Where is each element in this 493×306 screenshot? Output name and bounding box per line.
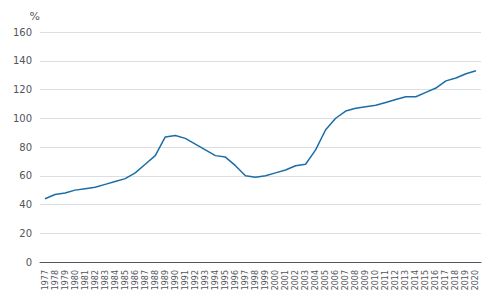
svg-text:80: 80 — [19, 142, 32, 153]
svg-text:2003: 2003 — [301, 270, 310, 290]
svg-text:40: 40 — [19, 199, 32, 210]
svg-text:2010: 2010 — [371, 270, 380, 290]
svg-text:1997: 1997 — [241, 270, 250, 290]
svg-text:120: 120 — [13, 84, 32, 95]
svg-text:1989: 1989 — [161, 270, 170, 290]
svg-text:100: 100 — [13, 113, 32, 124]
svg-text:1998: 1998 — [251, 270, 260, 290]
svg-text:1987: 1987 — [141, 270, 150, 290]
svg-text:2004: 2004 — [311, 270, 320, 290]
svg-text:2015: 2015 — [421, 270, 430, 290]
svg-text:0: 0 — [26, 257, 32, 268]
svg-text:1979: 1979 — [61, 270, 70, 290]
svg-text:1988: 1988 — [151, 270, 160, 290]
svg-text:1985: 1985 — [121, 270, 130, 290]
svg-text:1977: 1977 — [41, 270, 50, 290]
svg-text:2017: 2017 — [441, 270, 450, 290]
svg-text:2002: 2002 — [291, 270, 300, 290]
svg-text:2019: 2019 — [461, 270, 470, 290]
svg-text:2018: 2018 — [451, 270, 460, 290]
svg-text:1994: 1994 — [211, 270, 220, 290]
svg-text:2013: 2013 — [401, 270, 410, 290]
svg-text:2011: 2011 — [381, 270, 390, 290]
svg-text:%: % — [30, 10, 40, 23]
svg-text:2012: 2012 — [391, 270, 400, 290]
svg-text:1995: 1995 — [221, 270, 230, 290]
svg-text:2014: 2014 — [411, 270, 420, 290]
svg-text:1984: 1984 — [111, 270, 120, 290]
svg-text:1978: 1978 — [51, 270, 60, 290]
svg-text:2001: 2001 — [281, 270, 290, 290]
svg-text:2000: 2000 — [271, 270, 280, 290]
svg-text:1992: 1992 — [191, 270, 200, 290]
svg-text:1990: 1990 — [171, 270, 180, 290]
svg-text:2016: 2016 — [431, 270, 440, 290]
svg-text:20: 20 — [19, 228, 32, 239]
svg-text:1993: 1993 — [201, 270, 210, 290]
svg-text:2020: 2020 — [471, 270, 480, 290]
svg-text:1983: 1983 — [101, 270, 110, 290]
svg-text:2008: 2008 — [351, 270, 360, 290]
svg-text:1980: 1980 — [71, 270, 80, 290]
svg-text:60: 60 — [19, 170, 32, 181]
svg-text:1986: 1986 — [131, 270, 140, 290]
svg-text:1996: 1996 — [231, 270, 240, 290]
svg-text:2006: 2006 — [331, 270, 340, 290]
svg-text:1982: 1982 — [91, 270, 100, 290]
svg-text:2007: 2007 — [341, 270, 350, 290]
svg-text:1999: 1999 — [261, 270, 270, 290]
svg-text:160: 160 — [13, 27, 32, 38]
svg-text:140: 140 — [13, 55, 32, 66]
svg-text:2009: 2009 — [361, 270, 370, 290]
svg-text:1991: 1991 — [181, 270, 190, 290]
svg-text:2005: 2005 — [321, 270, 330, 290]
svg-text:1981: 1981 — [81, 270, 90, 290]
